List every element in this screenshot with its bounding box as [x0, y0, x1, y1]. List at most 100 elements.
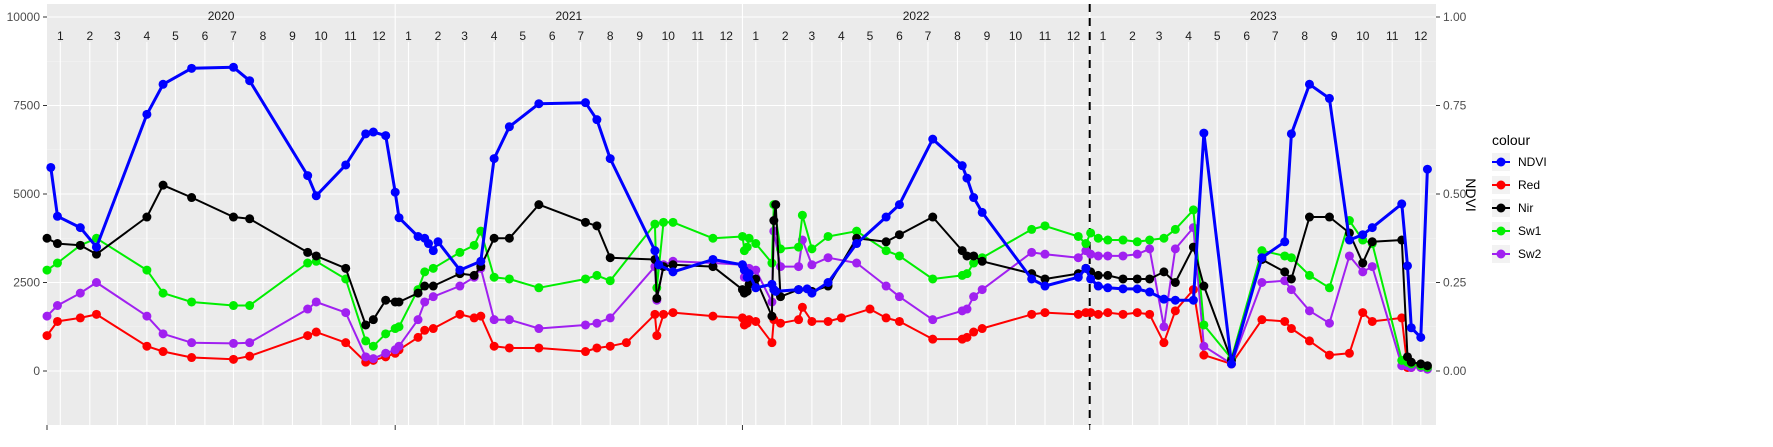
data-point-nir: [592, 221, 602, 231]
data-point-sw2: [969, 292, 979, 302]
data-point-sw2: [381, 348, 391, 358]
data-point-sw2: [1132, 249, 1142, 259]
data-point-ndvi: [928, 134, 938, 144]
data-point-nir: [962, 251, 972, 261]
y-tick-label-left: 7500: [13, 99, 40, 113]
data-point-sw2: [455, 281, 465, 291]
data-point-ndvi: [1422, 164, 1432, 174]
data-point-ndvi: [1118, 284, 1128, 294]
data-point-red: [1257, 315, 1267, 325]
data-point-nir: [469, 270, 479, 280]
legend-item-sw2: Sw2: [1492, 245, 1542, 263]
data-point-sw2: [428, 292, 438, 302]
month-tick-label: 6: [202, 29, 209, 43]
data-point-ndvi: [361, 129, 371, 139]
month-tick-label: 8: [1301, 29, 1308, 43]
month-tick-label: 1: [405, 29, 412, 43]
data-point-red: [420, 325, 430, 335]
month-tick-label: 1: [752, 29, 759, 43]
data-point-sw2: [303, 304, 313, 314]
month-tick-label: 3: [461, 29, 468, 43]
y-tick-label-left: 2500: [13, 276, 40, 290]
data-point-sw1: [1027, 224, 1037, 234]
data-point-red: [794, 315, 804, 325]
legend-item-nir: Nir: [1492, 199, 1533, 217]
data-point-sw2: [852, 258, 862, 268]
data-point-sw1: [1103, 235, 1113, 245]
data-point-sw1: [504, 274, 514, 284]
data-point-sw2: [368, 354, 378, 364]
data-point-ndvi: [390, 187, 400, 197]
data-point-ndvi: [91, 242, 101, 252]
data-point-sw1: [742, 242, 752, 252]
year-label: 2021: [555, 9, 582, 23]
data-point-nir: [413, 288, 423, 298]
data-point-sw1: [1132, 237, 1142, 247]
data-point-nir: [52, 239, 62, 249]
data-point-nir: [361, 320, 371, 330]
data-point-sw1: [894, 251, 904, 261]
data-point-nir: [1159, 267, 1169, 277]
data-point-ndvi: [962, 173, 972, 183]
data-point-sw2: [1257, 278, 1267, 287]
data-point-ndvi: [668, 267, 678, 277]
data-point-nir: [394, 297, 404, 307]
month-tick-label: 8: [954, 29, 961, 43]
data-point-red: [767, 338, 777, 348]
data-point-sw1: [928, 274, 938, 284]
month-tick-label: 2: [782, 29, 789, 43]
data-point-red: [158, 347, 168, 357]
data-point-sw1: [881, 246, 891, 256]
data-point-red: [1280, 316, 1290, 326]
data-point-nir: [881, 237, 891, 247]
y-tick-label-right: 0.75: [1443, 99, 1467, 113]
data-point-nir: [969, 251, 979, 261]
data-point-nir: [368, 315, 378, 325]
data-point-sw2: [245, 338, 255, 348]
data-point-ndvi: [1159, 294, 1169, 304]
data-point-nir: [42, 233, 52, 243]
data-point-sw1: [394, 322, 404, 332]
month-tick-label: 7: [230, 29, 237, 43]
data-point-sw1: [228, 301, 238, 311]
data-point-ndvi: [592, 115, 602, 125]
data-point-sw2: [228, 338, 238, 348]
data-point-red: [977, 324, 987, 334]
data-point-nir: [303, 247, 313, 257]
data-point-nir: [1118, 274, 1128, 284]
data-point-sw2: [1286, 285, 1296, 295]
data-point-red: [894, 316, 904, 326]
legend-label: Nir: [1518, 201, 1533, 215]
data-point-red: [836, 313, 846, 323]
data-point-red: [962, 332, 972, 342]
data-point-ndvi: [245, 76, 255, 86]
data-point-sw2: [420, 297, 430, 307]
data-point-sw2: [580, 320, 590, 330]
month-tick-label: 11: [1386, 29, 1399, 43]
data-point-sw2: [1304, 306, 1314, 316]
data-point-red: [303, 331, 313, 341]
month-tick-label: 11: [1039, 29, 1052, 43]
data-point-sw1: [1257, 246, 1267, 256]
data-point-ndvi: [311, 191, 321, 201]
data-point-ndvi: [394, 213, 404, 223]
data-point-ndvi: [1226, 359, 1236, 369]
data-point-sw2: [142, 311, 152, 321]
data-point-red: [865, 304, 875, 314]
month-tick-label: 9: [289, 29, 296, 43]
data-point-ndvi: [1358, 230, 1368, 240]
data-point-sw1: [708, 233, 718, 243]
data-point-sw1: [420, 267, 430, 277]
month-tick-label: 4: [838, 29, 845, 43]
data-point-sw1: [1159, 233, 1169, 243]
data-point-sw2: [1145, 244, 1155, 254]
data-point-nir: [187, 193, 197, 203]
data-point-ndvi: [1344, 235, 1354, 245]
legend-item-ndvi: NDVI: [1492, 153, 1547, 171]
data-point-sw2: [413, 315, 423, 325]
series-line-nir: [46, 184, 1428, 367]
data-point-ndvi: [1073, 272, 1083, 282]
data-point-sw1: [1324, 283, 1334, 293]
data-point-sw2: [158, 329, 168, 339]
